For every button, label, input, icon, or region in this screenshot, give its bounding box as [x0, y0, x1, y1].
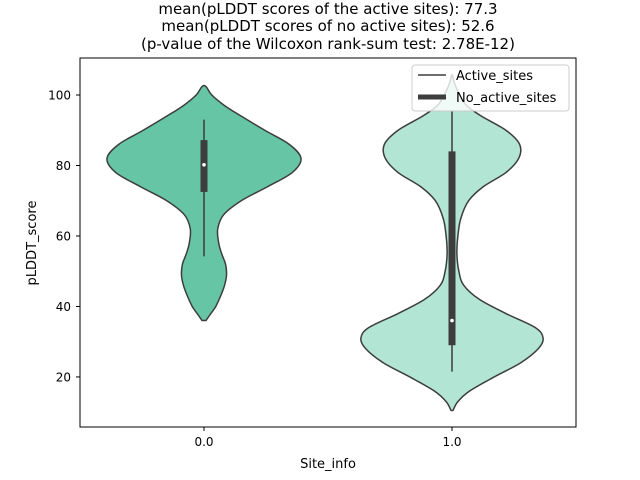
legend: Active_sites No_active_sites — [411, 64, 570, 112]
y-axis-label: pLDDT_score — [25, 201, 40, 286]
y-axis: 20 40 60 80 100 — [48, 89, 80, 384]
x-tick-label-1: 1.0 — [442, 435, 461, 449]
iqr-box-1.0 — [448, 151, 456, 346]
y-tick-label-4: 100 — [48, 89, 71, 103]
median-1.0 — [450, 318, 454, 323]
y-tick-label-2: 60 — [56, 229, 71, 243]
x-axis-label: Site_info — [300, 457, 356, 472]
chart-title-line-1: mean(pLDDT scores of the active sites): … — [158, 0, 497, 18]
x-tick-label-0: 0.0 — [194, 435, 213, 449]
y-tick-label-1: 40 — [56, 300, 71, 314]
legend-box — [411, 64, 570, 112]
chart-title-line-3: (p-value of the Wilcoxon rank-sum test: … — [141, 35, 515, 53]
x-axis: 0.0 1.0 — [194, 427, 462, 449]
chart-title-line-2: mean(pLDDT scores of no active sites): 5… — [161, 17, 494, 35]
plot-area — [106, 73, 544, 412]
legend-label-no-active-sites: No_active_sites — [456, 91, 557, 106]
y-tick-label-0: 20 — [56, 370, 71, 384]
axes-frame — [79, 57, 577, 428]
median-0.0 — [202, 162, 206, 167]
legend-label-active-sites: Active_sites — [456, 69, 533, 84]
y-tick-label-3: 80 — [56, 159, 71, 173]
